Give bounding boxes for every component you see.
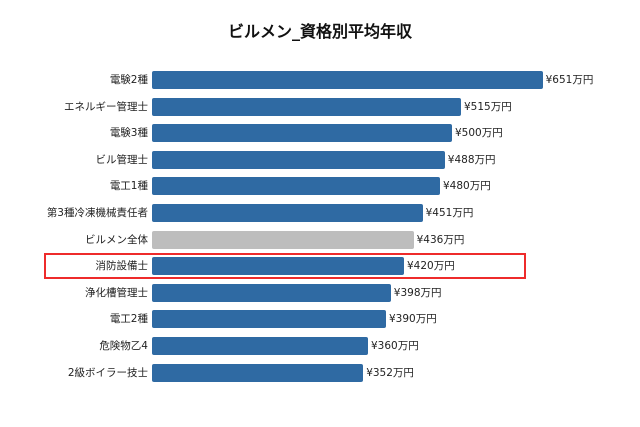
value-label: ¥390万円: [389, 313, 437, 326]
category-label: 電工1種: [109, 180, 148, 193]
value-label: ¥480万円: [443, 180, 491, 193]
reference-bar: [152, 230, 414, 249]
value-label: ¥515万円: [464, 100, 512, 113]
category-label: 電験3種: [109, 127, 148, 140]
bar: [152, 310, 386, 329]
bar-row: 電工2種 ¥390万円: [0, 309, 640, 329]
bar-row: 2級ボイラー技士 ¥352万円: [0, 363, 640, 383]
value-label: ¥352万円: [366, 366, 414, 379]
category-label: 電工2種: [109, 313, 148, 326]
bar-row: 電工1種 ¥480万円: [0, 176, 640, 196]
value-label: ¥500万円: [455, 127, 503, 140]
category-label: 電験2種: [109, 74, 148, 86]
bar: [152, 124, 452, 143]
value-label: ¥651万円: [545, 74, 594, 86]
bar: [152, 177, 440, 196]
bar: [152, 150, 445, 169]
bar-row: ビル管理士 ¥488万円: [0, 150, 640, 170]
bar-row: 危険物乙4 ¥360万円: [0, 336, 640, 356]
category-label: 浄化槽管理士: [85, 286, 148, 299]
value-label: ¥436万円: [416, 233, 465, 246]
bar-row: 第3種冷凍機械責任者 ¥451万円: [0, 203, 640, 223]
bar-row-reference: ビルメン全体 ¥436万円: [0, 230, 640, 250]
category-label: エネルギー管理士: [64, 100, 148, 113]
bar-row: 浄化槽管理士 ¥398万円: [0, 283, 640, 303]
bar-row: エネルギー管理士 ¥515万円: [0, 97, 640, 117]
category-label: 2級ボイラー技士: [67, 366, 148, 379]
value-label: ¥398万円: [393, 286, 442, 299]
highlight-box: [44, 253, 526, 279]
bar: [152, 204, 423, 222]
category-label: ビル管理士: [95, 153, 149, 166]
value-label: ¥451万円: [425, 207, 474, 219]
bar: [152, 71, 543, 89]
category-label: ビルメン全体: [85, 233, 148, 246]
bar: [152, 257, 404, 276]
category-label: 消防設備士: [95, 260, 149, 273]
value-label: ¥488万円: [447, 153, 496, 166]
value-label: ¥360万円: [371, 340, 419, 352]
bar-row: 電験3種 ¥500万円: [0, 123, 640, 143]
chart-title: ビルメン_資格別平均年収: [227, 22, 412, 41]
value-label: ¥420万円: [407, 260, 455, 273]
category-label: 第3種冷凍機械責任者: [46, 207, 148, 219]
bar: [152, 363, 364, 382]
bar: [152, 337, 368, 355]
category-label: 危険物乙4: [99, 340, 148, 352]
bar: [152, 97, 461, 116]
bar-row: 電験2種 ¥651万円: [0, 70, 640, 90]
bar: [152, 283, 391, 302]
bar-row-highlighted: 消防設備士 ¥420万円: [0, 256, 640, 276]
